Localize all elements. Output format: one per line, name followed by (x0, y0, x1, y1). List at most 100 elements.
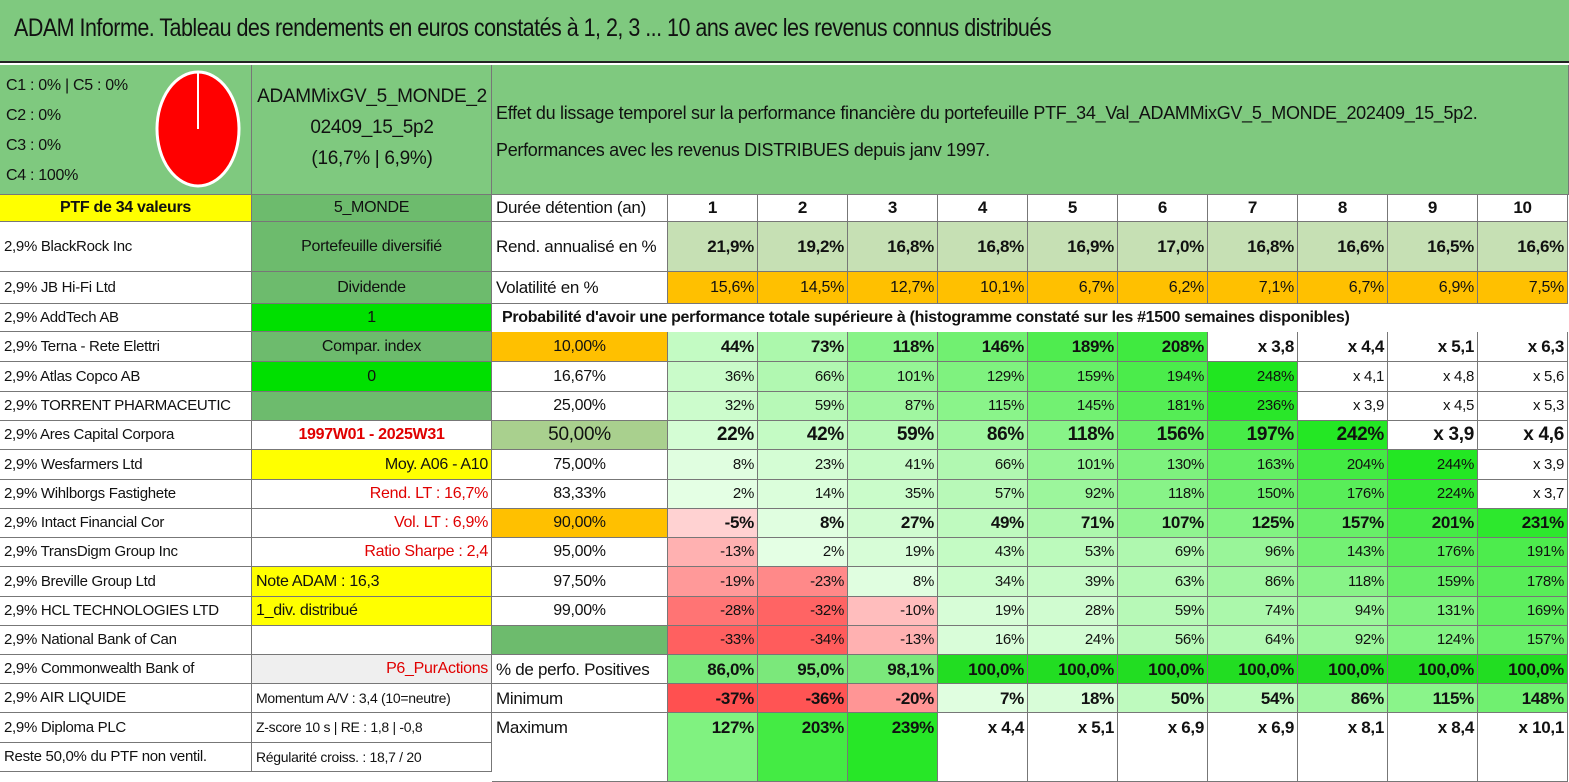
info-cell (252, 392, 492, 421)
probability-value: 35% (848, 480, 938, 509)
probability-value: x 5,6 (1478, 362, 1568, 392)
info-cell: Compar. index (252, 332, 492, 362)
holding-row: 2,9% Atlas Copco AB (0, 362, 252, 392)
threshold-label: 83,33% (492, 480, 668, 509)
probability-value: 118% (1028, 421, 1118, 450)
holding-row: 2,9% Wihlborgs Fastighete (0, 480, 252, 509)
probability-value: 32% (668, 392, 758, 421)
duration-header: 10 (1478, 195, 1568, 222)
probability-value: -5% (668, 509, 758, 538)
probability-value: -23% (758, 567, 848, 597)
holding-row: 2,9% Wesfarmers Ltd (0, 450, 252, 480)
probability-value: 244% (1388, 450, 1478, 480)
holding-row: 2,9% AddTech AB (0, 304, 252, 332)
holding-row: 2,9% National Bank of Can (0, 626, 252, 655)
probability-value: x 5,3 (1478, 392, 1568, 421)
probability-value: 44% (668, 332, 758, 362)
min-value: 86% (1298, 684, 1388, 713)
max-value: 127% (668, 713, 758, 782)
probability-value: 248% (1208, 362, 1298, 392)
probability-value: 2% (668, 480, 758, 509)
probability-value: x 5,1 (1388, 332, 1478, 362)
rend-value: 16,6% (1298, 222, 1388, 272)
probability-value: -28% (668, 597, 758, 626)
pos-label: % de perfo. Positives (492, 655, 668, 684)
probability-value: 204% (1298, 450, 1388, 480)
threshold-label: 95,00% (492, 538, 668, 567)
spacer-green (492, 626, 668, 655)
probability-value: 194% (1118, 362, 1208, 392)
min-value: -37% (668, 684, 758, 713)
pos-value: 98,1% (848, 655, 938, 684)
holding-row: 2,9% BlackRock Inc (0, 222, 252, 272)
holding-row: 2,9% Intact Financial Cor (0, 509, 252, 538)
probability-value: 94% (1298, 597, 1388, 626)
vol-label: Volatilité en % (492, 272, 668, 304)
probability-value: 63% (1118, 567, 1208, 597)
pos-value: 100,0% (1478, 655, 1568, 684)
probability-value: 231% (1478, 509, 1568, 538)
duration-header: 9 (1388, 195, 1478, 222)
holding-row: 2,9% Terna - Rete Elettri (0, 332, 252, 362)
probability-value: 69% (1118, 538, 1208, 567)
max-value: x 5,1 (1028, 713, 1118, 782)
probability-value: 143% (1298, 538, 1388, 567)
info-cell: 1_div. distribué (252, 597, 492, 626)
probability-value: x 3,8 (1208, 332, 1298, 362)
probability-value: 157% (1298, 509, 1388, 538)
probability-value: 181% (1118, 392, 1208, 421)
probability-value: 131% (1388, 597, 1478, 626)
probability-value: x 4,5 (1388, 392, 1478, 421)
vol-value: 7,5% (1478, 272, 1568, 304)
info-cell: Moy. A06 - A10 (252, 450, 492, 480)
probability-value: 14% (758, 480, 848, 509)
vol-value: 6,7% (1028, 272, 1118, 304)
duration-header: 1 (668, 195, 758, 222)
holding-row: 2,9% Breville Group Ltd (0, 567, 252, 597)
probability-value: 86% (938, 421, 1028, 450)
max-value: x 10,1 (1478, 713, 1568, 782)
rend-label: Rend. annualisé en % (492, 222, 668, 272)
allocation-pie-chart (155, 70, 241, 188)
holding-row: Reste 50,0% du PTF non ventil. (0, 743, 252, 772)
max-label: Maximum (492, 713, 668, 782)
threshold-label: 90,00% (492, 509, 668, 538)
probability-value: 118% (1298, 567, 1388, 597)
portfolio-name-line: ADAMMixGV_5_MONDE_2 (257, 86, 487, 107)
holding-row: 2,9% Commonwealth Bank of (0, 655, 252, 684)
probability-value: 107% (1118, 509, 1208, 538)
probability-value: 208% (1118, 332, 1208, 362)
probability-value: 87% (848, 392, 938, 421)
min-value: -36% (758, 684, 848, 713)
max-value: x 8,4 (1388, 713, 1478, 782)
probability-value: 16% (938, 626, 1028, 655)
info-cell: Rend. LT : 16,7% (252, 480, 492, 509)
probability-value: 242% (1298, 421, 1388, 450)
pos-value: 86,0% (668, 655, 758, 684)
rend-value: 16,9% (1028, 222, 1118, 272)
probability-value: x 4,1 (1298, 362, 1388, 392)
probability-value: x 3,7 (1478, 480, 1568, 509)
probability-value: 59% (848, 421, 938, 450)
threshold-label: 75,00% (492, 450, 668, 480)
probability-value: 118% (848, 332, 938, 362)
min-value: -20% (848, 684, 938, 713)
probability-value: x 6,3 (1478, 332, 1568, 362)
probability-value: 159% (1388, 567, 1478, 597)
probability-value: 19% (938, 597, 1028, 626)
probability-value: 189% (1028, 332, 1118, 362)
probability-value: 145% (1028, 392, 1118, 421)
probability-value: 49% (938, 509, 1028, 538)
probability-value: 39% (1028, 567, 1118, 597)
vol-value: 6,2% (1118, 272, 1208, 304)
probability-value: 66% (758, 362, 848, 392)
rend-value: 17,0% (1118, 222, 1208, 272)
probability-value: -32% (758, 597, 848, 626)
info-cell: 1 (252, 304, 492, 332)
probability-value: 8% (848, 567, 938, 597)
probability-value: 19% (848, 538, 938, 567)
probability-value: 96% (1208, 538, 1298, 567)
probability-value: 34% (938, 567, 1028, 597)
probability-value: 27% (848, 509, 938, 538)
probability-value: 59% (758, 392, 848, 421)
